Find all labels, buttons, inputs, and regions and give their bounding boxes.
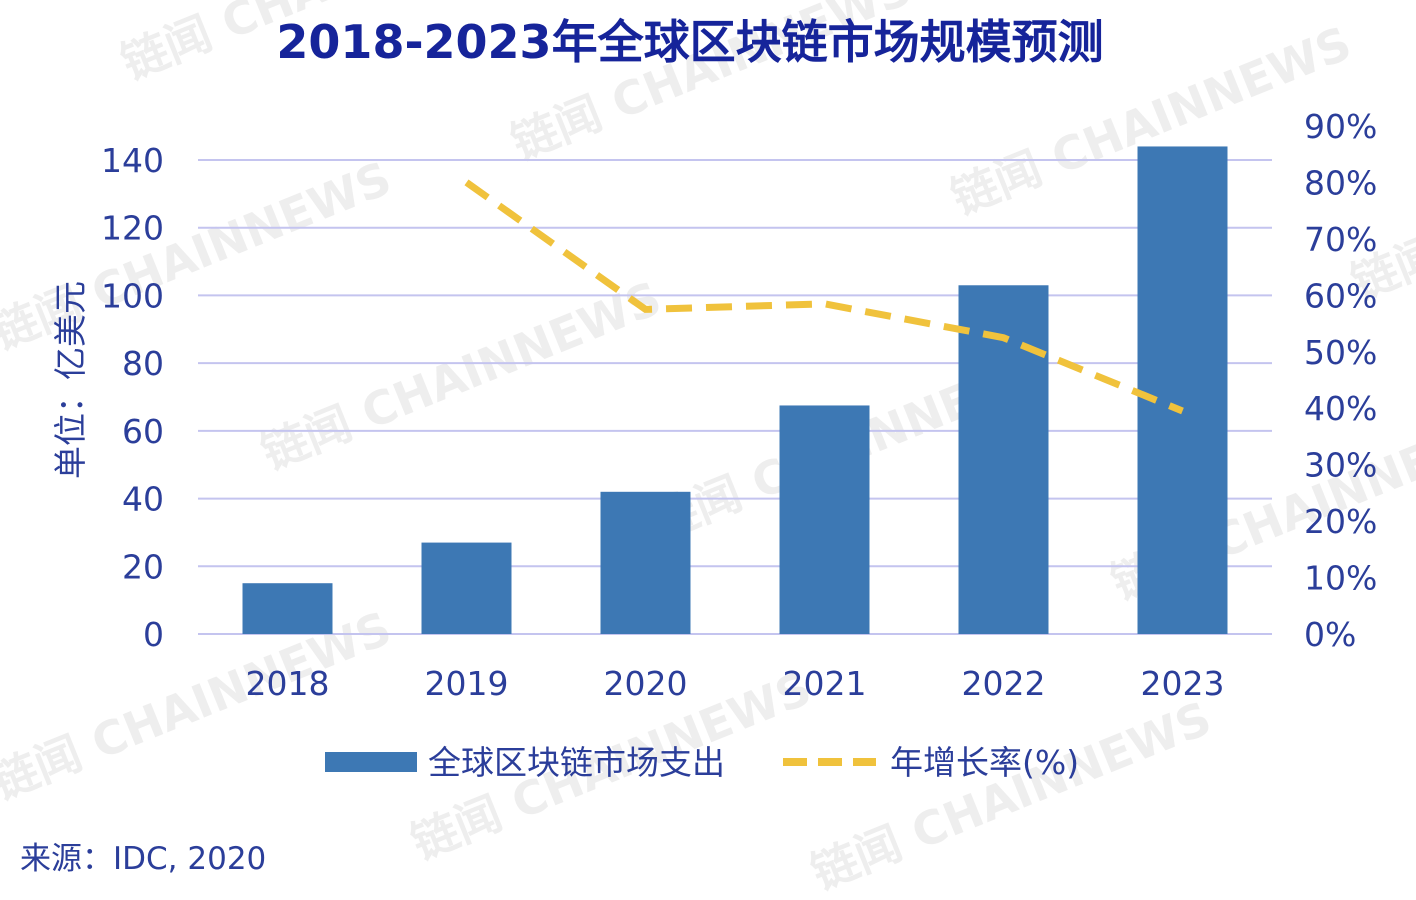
bar [958, 285, 1049, 634]
bar [779, 405, 870, 634]
x-tick-label: 2020 [604, 664, 688, 703]
x-tick-label: 2019 [425, 664, 509, 703]
y-tick-label: 40 [122, 480, 164, 519]
bar [421, 542, 512, 634]
bar [1137, 146, 1228, 634]
y2-tick-label: 40% [1304, 389, 1377, 428]
y-tick-label: 0 [143, 615, 164, 654]
y-tick-label: 60 [122, 412, 164, 451]
y-tick-label: 80 [122, 344, 164, 383]
growth-rate-line [464, 179, 1184, 415]
y-tick-label: 20 [122, 547, 164, 586]
legend-line-label: 年增长率(%) [890, 743, 1079, 782]
y-tick-label: 100 [101, 276, 164, 315]
legend: 全球区块链市场支出 年增长率(%) [325, 743, 1079, 782]
gridlines [198, 159, 1272, 635]
y-axis-left-ticks: 0 20 40 60 80 100 120 140 [101, 141, 164, 654]
y2-tick-label: 10% [1304, 559, 1377, 598]
legend-bar-label: 全球区块链市场支出 [428, 743, 725, 782]
legend-bar-swatch [325, 752, 417, 772]
watermark: 链闻 CHAINNEWS [804, 691, 1219, 900]
y-tick-label: 120 [101, 209, 164, 248]
chart-title: 2018-2023年全球区块链市场规模预测 [276, 15, 1103, 69]
source-note: 来源：IDC, 2020 [20, 841, 266, 877]
bar [242, 583, 333, 634]
y-axis-label: 单位：亿美元 [51, 281, 90, 479]
x-axis-ticks: 2018 2019 2020 2021 2022 2023 [246, 664, 1225, 703]
y2-tick-label: 80% [1304, 163, 1377, 202]
x-tick-label: 2018 [246, 664, 330, 703]
watermark: 链闻 CHAINNEWS [254, 271, 669, 480]
y2-tick-label: 70% [1304, 220, 1377, 259]
y2-tick-label: 30% [1304, 446, 1377, 485]
bar [600, 491, 691, 634]
y2-tick-label: 20% [1304, 502, 1377, 541]
bar-series [242, 146, 1228, 634]
y2-tick-label: 0% [1304, 615, 1356, 654]
x-tick-label: 2021 [783, 664, 867, 703]
y2-tick-label: 90% [1304, 107, 1377, 146]
y2-tick-label: 50% [1304, 333, 1377, 372]
y2-tick-label: 60% [1304, 276, 1377, 315]
x-tick-label: 2022 [962, 664, 1046, 703]
x-tick-label: 2023 [1141, 664, 1225, 703]
y-axis-right-ticks: 0% 10% 20% 30% 40% 50% 60% 70% 80% 90% [1304, 107, 1377, 654]
y-tick-label: 140 [101, 141, 164, 180]
watermark: 链闻 CHAINNEWS [0, 601, 398, 810]
